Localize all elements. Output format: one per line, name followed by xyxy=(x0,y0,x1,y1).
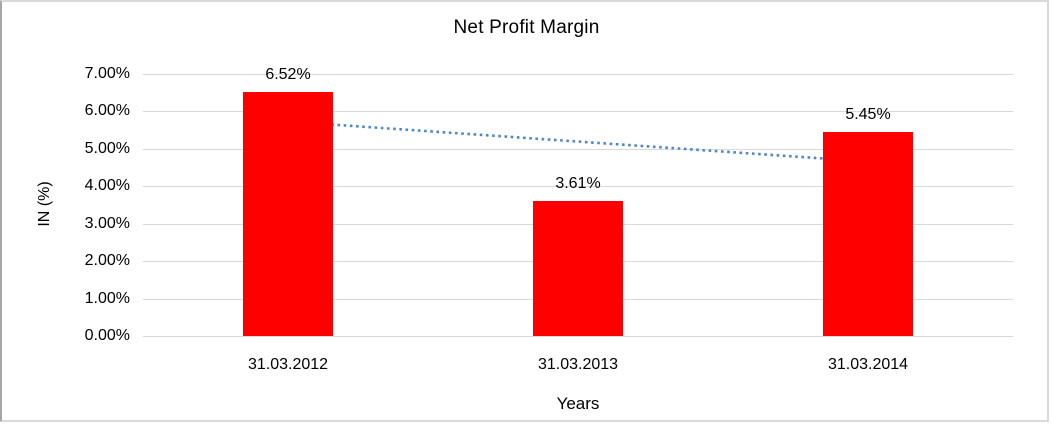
y-tick-label: 4.00% xyxy=(84,177,130,195)
x-tick-label: 31.03.2012 xyxy=(247,356,329,373)
bar-31.03.2012 xyxy=(243,91,333,336)
gridline xyxy=(143,111,1013,113)
y-tick-label: 6.00% xyxy=(84,102,130,120)
bar-value-label: 5.45% xyxy=(845,106,891,123)
y-tick-label: 1.00% xyxy=(84,289,130,307)
bar-31.03.2013 xyxy=(533,200,623,336)
y-tick-label: 2.00% xyxy=(84,252,130,270)
gridline xyxy=(143,336,1013,337)
bar-31.03.2014 xyxy=(823,132,913,336)
gridline xyxy=(143,186,1013,188)
bar-value-label: 3.61% xyxy=(555,174,601,192)
y-tick-label: 3.00% xyxy=(84,214,130,232)
y-axis-title: IN (%) xyxy=(36,181,53,227)
x-tick-label: 31.03.2014 xyxy=(827,356,909,373)
chart-title: Net Profit Margin xyxy=(453,17,600,38)
gridline xyxy=(143,74,1013,75)
bar-value-label: 6.52% xyxy=(265,65,311,83)
y-tick-label: 7.00% xyxy=(84,65,130,82)
y-tick-label: 0.00% xyxy=(84,327,130,344)
y-tick-label: 5.00% xyxy=(84,139,130,157)
x-axis-title: Years xyxy=(556,394,600,413)
x-tick-label: 31.03.2013 xyxy=(537,356,619,373)
